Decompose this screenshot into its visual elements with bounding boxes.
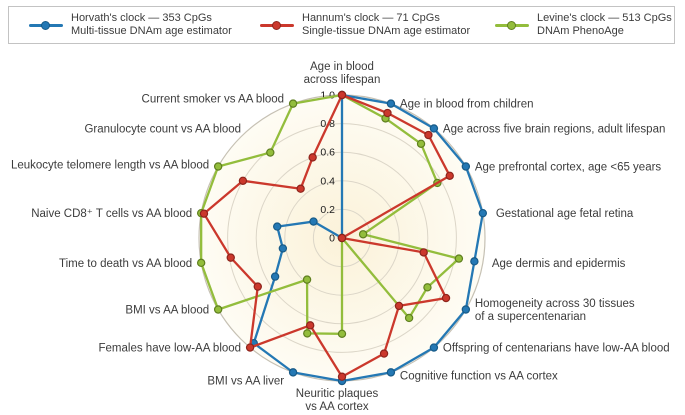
- data-point-marker: [273, 222, 282, 231]
- data-point-marker: [303, 329, 312, 338]
- data-point-marker: [461, 305, 471, 314]
- data-point-marker: [358, 230, 368, 239]
- axis-label: Age in blood from children: [400, 99, 534, 111]
- data-point-marker: [226, 253, 235, 262]
- axis-label: Age dermis and epidermis: [492, 258, 626, 270]
- data-point-marker: [419, 248, 428, 257]
- data-point-marker: [379, 349, 389, 358]
- horvath-line-marker-icon: [29, 20, 63, 30]
- axis-label: Neuritic plaques vs AA cortex: [296, 388, 379, 413]
- data-point-marker: [470, 257, 479, 266]
- data-point-marker: [404, 313, 414, 323]
- data-point-marker: [278, 244, 288, 253]
- axis-label: Age prefrontal cortex, age <65 years: [475, 162, 662, 174]
- data-point-marker: [196, 258, 206, 268]
- radial-tick-label: 0: [329, 233, 335, 245]
- data-point-marker: [478, 208, 488, 218]
- data-point-marker: [337, 372, 347, 381]
- data-point-marker: [386, 99, 396, 108]
- radial-tick-label: 0.4: [320, 175, 335, 187]
- axis-label: Current smoker vs AA blood: [142, 94, 285, 106]
- data-point-marker: [383, 108, 392, 118]
- data-point-marker: [445, 171, 454, 180]
- data-point-marker: [288, 99, 298, 108]
- hannum-line-marker-icon: [260, 20, 294, 30]
- axis-label: Offspring of centenarians have low-AA bl…: [443, 343, 670, 355]
- legend-title: Levine's clock — 513 CpGs: [537, 12, 672, 24]
- axis-label: Gestational age fetal retina: [496, 208, 634, 220]
- axis-label: Cognitive function vs AA cortex: [400, 370, 558, 382]
- axis-label: Granulocyte count vs AA blood: [84, 123, 241, 135]
- radial-tick-label: 0.6: [320, 147, 335, 159]
- data-point-marker: [288, 368, 298, 377]
- legend-title: Horvath's clock — 353 CpGs: [71, 12, 212, 24]
- data-point-marker: [337, 329, 347, 339]
- data-point-marker: [266, 148, 275, 157]
- data-point-marker: [270, 272, 280, 281]
- data-point-marker: [302, 275, 312, 284]
- chart-legend: Horvath's clock — 353 CpGs Multi-tissue …: [8, 6, 675, 44]
- data-point-marker: [454, 254, 464, 263]
- legend-label: Horvath's clock — 353 CpGs Multi-tissue …: [71, 12, 232, 38]
- axis-label: Age across five brain regions, adult lif…: [443, 123, 665, 135]
- axis-label: Leukocyte telomere length vs AA blood: [11, 160, 209, 172]
- axis-label: Age in blood across lifespan: [304, 61, 381, 86]
- levine-line-marker-icon: [495, 20, 529, 30]
- legend-item-levine: Levine's clock — 513 CpGs DNAm PhenoAge: [495, 12, 672, 38]
- data-point-marker: [394, 301, 404, 311]
- axis-label: BMI vs AA liver: [207, 375, 284, 387]
- series-polygon-horvath: [252, 93, 484, 383]
- axis-label: Homogeneity across 30 tissues of a superc…: [475, 298, 635, 323]
- legend-subtitle: Multi-tissue DNAm age estimator: [71, 25, 232, 37]
- data-point-marker: [423, 283, 432, 292]
- data-point-marker: [429, 343, 439, 352]
- data-point-marker: [296, 184, 305, 193]
- data-point-marker: [429, 124, 439, 133]
- data-point-marker: [308, 153, 317, 162]
- data-point-marker: [238, 176, 248, 185]
- radial-tick-label: 0.2: [320, 204, 335, 216]
- data-point-marker: [245, 343, 255, 352]
- legend-label: Hannum's clock — 71 CpGs Single-tissue D…: [302, 12, 470, 38]
- data-point-marker: [441, 293, 451, 303]
- data-point-marker: [199, 209, 209, 218]
- axis-label: BMI vs AA blood: [125, 305, 209, 317]
- legend-subtitle: DNAm PhenoAge: [537, 25, 624, 37]
- axis-label: Time to death vs AA blood: [59, 258, 192, 270]
- data-point-marker: [386, 368, 396, 377]
- data-point-marker: [253, 282, 262, 291]
- data-point-marker: [306, 321, 315, 330]
- data-point-marker: [337, 233, 347, 243]
- axis-label: Naive CD8⁺ T cells vs AA blood: [31, 208, 192, 220]
- legend-item-hannum: Hannum's clock — 71 CpGs Single-tissue D…: [260, 12, 470, 38]
- legend-item-horvath: Horvath's clock — 353 CpGs Multi-tissue …: [29, 12, 232, 38]
- legend-label: Levine's clock — 513 CpGs DNAm PhenoAge: [537, 12, 672, 38]
- legend-dot: [272, 20, 281, 30]
- legend-title: Hannum's clock — 71 CpGs: [302, 12, 440, 24]
- data-point-marker: [309, 217, 318, 226]
- data-point-marker: [337, 90, 347, 100]
- data-point-marker: [416, 139, 426, 148]
- data-point-marker: [213, 162, 223, 171]
- legend-subtitle: Single-tissue DNAm age estimator: [302, 25, 471, 37]
- data-point-marker: [461, 162, 471, 171]
- axis-label: Females have low-AA blood: [99, 343, 242, 355]
- data-point-marker: [213, 305, 223, 314]
- legend-dot: [507, 20, 516, 30]
- data-point-marker: [424, 130, 433, 140]
- legend-dot: [41, 20, 50, 30]
